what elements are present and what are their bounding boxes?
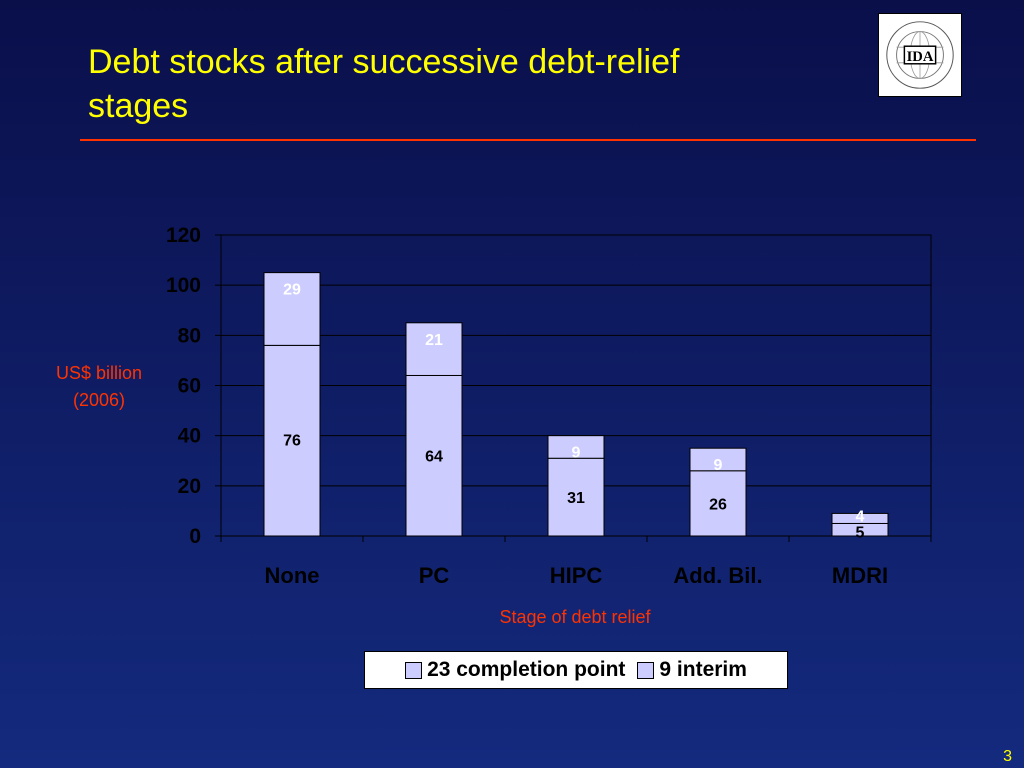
chart-legend: 23 completion point 9 interim	[364, 651, 788, 689]
x-tick-label: MDRI	[832, 563, 888, 588]
data-label: 31	[567, 490, 585, 507]
y-tick-label: 60	[178, 375, 201, 398]
bar-segment-interim	[831, 512, 889, 524]
y-tick-label: 80	[178, 324, 201, 347]
bar-segment-interim	[547, 435, 605, 459]
bar-segment-completion	[405, 374, 463, 537]
bar-segment-interim	[689, 447, 747, 472]
legend-swatch	[405, 661, 423, 679]
y-tick-label: 40	[178, 425, 201, 448]
legend-item-completion: 23 completion point	[405, 658, 625, 682]
bar-segment-completion	[689, 470, 747, 537]
title-divider	[80, 139, 976, 141]
y-tick-label: 100	[166, 274, 201, 297]
slide-title: Debt stocks after successive debt-relief…	[88, 43, 680, 125]
x-tick-label: HIPC	[550, 563, 603, 588]
x-tick-label: PC	[419, 563, 450, 588]
data-label: 21	[425, 332, 443, 349]
data-label: 9	[572, 445, 581, 462]
x-tick-label: Add. Bil.	[673, 563, 762, 588]
x-tick-label: None	[265, 563, 320, 588]
data-label: 26	[709, 496, 727, 513]
ida-logo: IDA	[878, 13, 962, 97]
data-label: 76	[283, 432, 301, 449]
bar-segment-completion	[263, 344, 321, 537]
y-tick-label: 20	[178, 475, 201, 498]
svg-text:IDA: IDA	[907, 49, 934, 65]
legend-label: 9 interim	[659, 658, 747, 681]
bar-segment-interim	[263, 272, 321, 346]
legend-item-interim: 9 interim	[637, 658, 747, 682]
page-number: 3	[1003, 748, 1012, 765]
y-axis-title: US$ billion (2006)	[55, 363, 143, 410]
legend-label: 23 completion point	[427, 658, 626, 681]
data-label: 9	[714, 457, 723, 474]
data-label: 5	[856, 524, 865, 541]
bar-segment-completion	[547, 457, 605, 537]
bar-segment-interim	[405, 322, 463, 376]
x-axis-title: Stage of debt relief	[499, 607, 651, 627]
data-label: 29	[283, 282, 301, 299]
data-label: 64	[425, 449, 443, 466]
ida-globe-icon: IDA	[886, 21, 954, 89]
y-tick-label: 0	[189, 525, 201, 548]
y-tick-label: 120	[166, 224, 201, 247]
legend-swatch	[637, 661, 655, 679]
data-label: 4	[856, 508, 865, 525]
